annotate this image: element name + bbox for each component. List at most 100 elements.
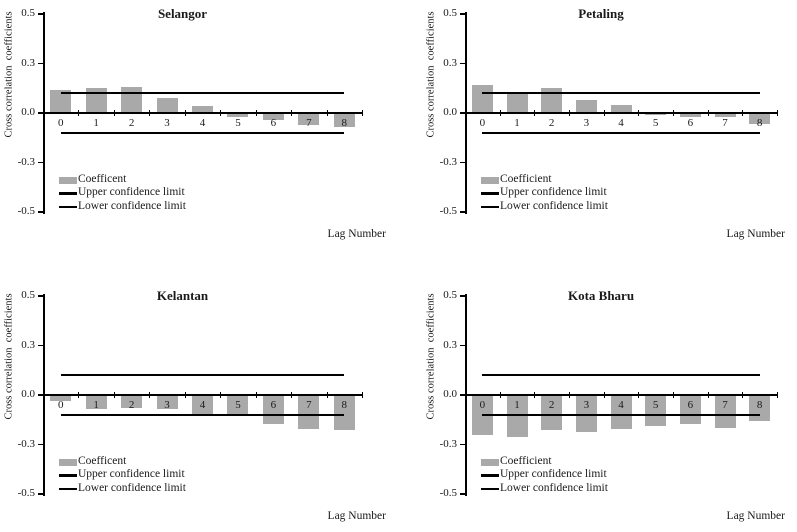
y-tick — [38, 493, 43, 495]
lower-confidence-line — [60, 413, 345, 417]
legend-label: Lower confidence limit — [78, 481, 186, 494]
x-tick-label: 8 — [341, 399, 348, 411]
x-tick-label: 4 — [618, 117, 624, 129]
x-axis-title: Lag Number — [726, 510, 785, 522]
y-tick — [38, 13, 43, 15]
coefficient-bar-swatch — [59, 176, 77, 184]
bar — [262, 113, 284, 121]
x-tick — [673, 110, 674, 116]
chart-kelantan: Kelantan Cross correlation coefficients 0.… — [0, 266, 398, 532]
chart-kota-bharu: Kota Bharu Cross correlation coefficients… — [398, 266, 797, 532]
x-tick-label: 4 — [199, 117, 206, 129]
y-tick — [460, 443, 465, 446]
chart-petaling: Petaling Cross correlation coefficients 0.… — [398, 0, 797, 266]
y-tick-label: -0.3 — [17, 437, 35, 450]
lower-confidence-line — [60, 131, 345, 135]
bar — [121, 86, 143, 113]
x-tick-label: 7 — [722, 399, 728, 411]
x-tick — [603, 110, 605, 116]
bar — [541, 88, 563, 113]
bar — [192, 395, 213, 415]
bar — [679, 113, 701, 118]
x-tick — [220, 392, 222, 398]
x-tick — [534, 110, 536, 116]
bar — [227, 113, 249, 118]
x-tick-label: 7 — [722, 117, 728, 129]
x-tick — [255, 392, 257, 398]
chart-title: Kota Bharu — [567, 288, 635, 303]
y-tick-label: 0.0 — [21, 106, 35, 118]
bar — [645, 395, 667, 427]
y-tick — [460, 161, 465, 164]
y-tick-label: -0.5 — [439, 205, 457, 217]
x-tick-label: 6 — [687, 117, 694, 129]
y-tick-label: -0.5 — [17, 487, 35, 499]
bar — [298, 395, 320, 429]
y-tick-label: -0.5 — [439, 487, 457, 499]
y-tick — [38, 443, 43, 446]
y-tick-label: -0.3 — [439, 437, 457, 450]
x-tick — [777, 110, 778, 116]
x-tick — [113, 392, 115, 398]
upper-confidence-line — [482, 91, 760, 95]
legend-label: Lower confidence limit — [78, 199, 186, 212]
x-tick — [742, 392, 744, 398]
x-tick-label: 4 — [618, 399, 624, 411]
x-tick — [326, 110, 328, 116]
x-axis-title: Lag Number — [327, 510, 386, 522]
y-tick-label: 0.0 — [443, 106, 457, 118]
x-tick-label: 5 — [235, 399, 241, 411]
y-tick — [38, 62, 43, 65]
bar — [541, 395, 563, 431]
lower-confidence-line — [482, 131, 760, 135]
y-tick — [460, 13, 465, 15]
x-tick-label: 5 — [652, 399, 659, 411]
bar — [506, 91, 528, 113]
x-tick — [149, 110, 151, 116]
bar — [50, 395, 72, 401]
bar — [749, 113, 771, 124]
x-tick — [707, 110, 709, 116]
y-tick-label: 0.5 — [21, 289, 35, 301]
x-tick-label: 6 — [270, 117, 277, 129]
y-tick — [460, 62, 465, 65]
x-tick — [638, 110, 640, 116]
y-tick — [460, 493, 465, 495]
x-tick-label: 6 — [270, 399, 277, 411]
y-tick-label: 0.3 — [443, 56, 457, 69]
y-axis-title: Cross correlation coefficients — [425, 11, 437, 138]
bar — [262, 395, 284, 424]
x-tick — [220, 110, 222, 116]
x-tick-label: 2 — [128, 117, 135, 129]
bar — [506, 395, 528, 437]
y-axis-title: Cross correlation coefficients — [3, 11, 15, 138]
bar — [85, 395, 107, 409]
upper-confidence-line-swatch — [59, 192, 77, 195]
legend-label: Coefficient — [500, 172, 552, 185]
legend-label: Lower confidence limit — [500, 481, 608, 494]
x-tick — [78, 110, 80, 116]
y-tick — [460, 394, 465, 396]
lower-confidence-line-swatch — [59, 205, 77, 209]
lower-confidence-line-swatch — [59, 487, 77, 491]
x-tick-label: 3 — [583, 117, 590, 129]
x-tick-label: 7 — [306, 117, 312, 129]
legend-label: Coefficent — [78, 454, 127, 467]
x-tick-label: 8 — [756, 399, 763, 411]
bar — [121, 395, 143, 409]
bar — [227, 395, 249, 417]
x-tick — [78, 392, 80, 398]
lower-confidence-line-swatch — [481, 487, 499, 491]
coefficient-bar-swatch — [59, 458, 77, 466]
x-axis-title: Lag Number — [327, 228, 386, 240]
x-tick — [499, 110, 501, 116]
x-axis-line — [43, 394, 362, 396]
x-tick — [362, 110, 363, 116]
y-tick-label: -0.5 — [17, 205, 35, 217]
bar — [714, 395, 736, 428]
upper-confidence-line — [482, 373, 760, 377]
legend-label: Lower confidence limit — [500, 199, 608, 212]
x-tick-label: 3 — [164, 399, 170, 411]
y-tick — [38, 295, 43, 297]
